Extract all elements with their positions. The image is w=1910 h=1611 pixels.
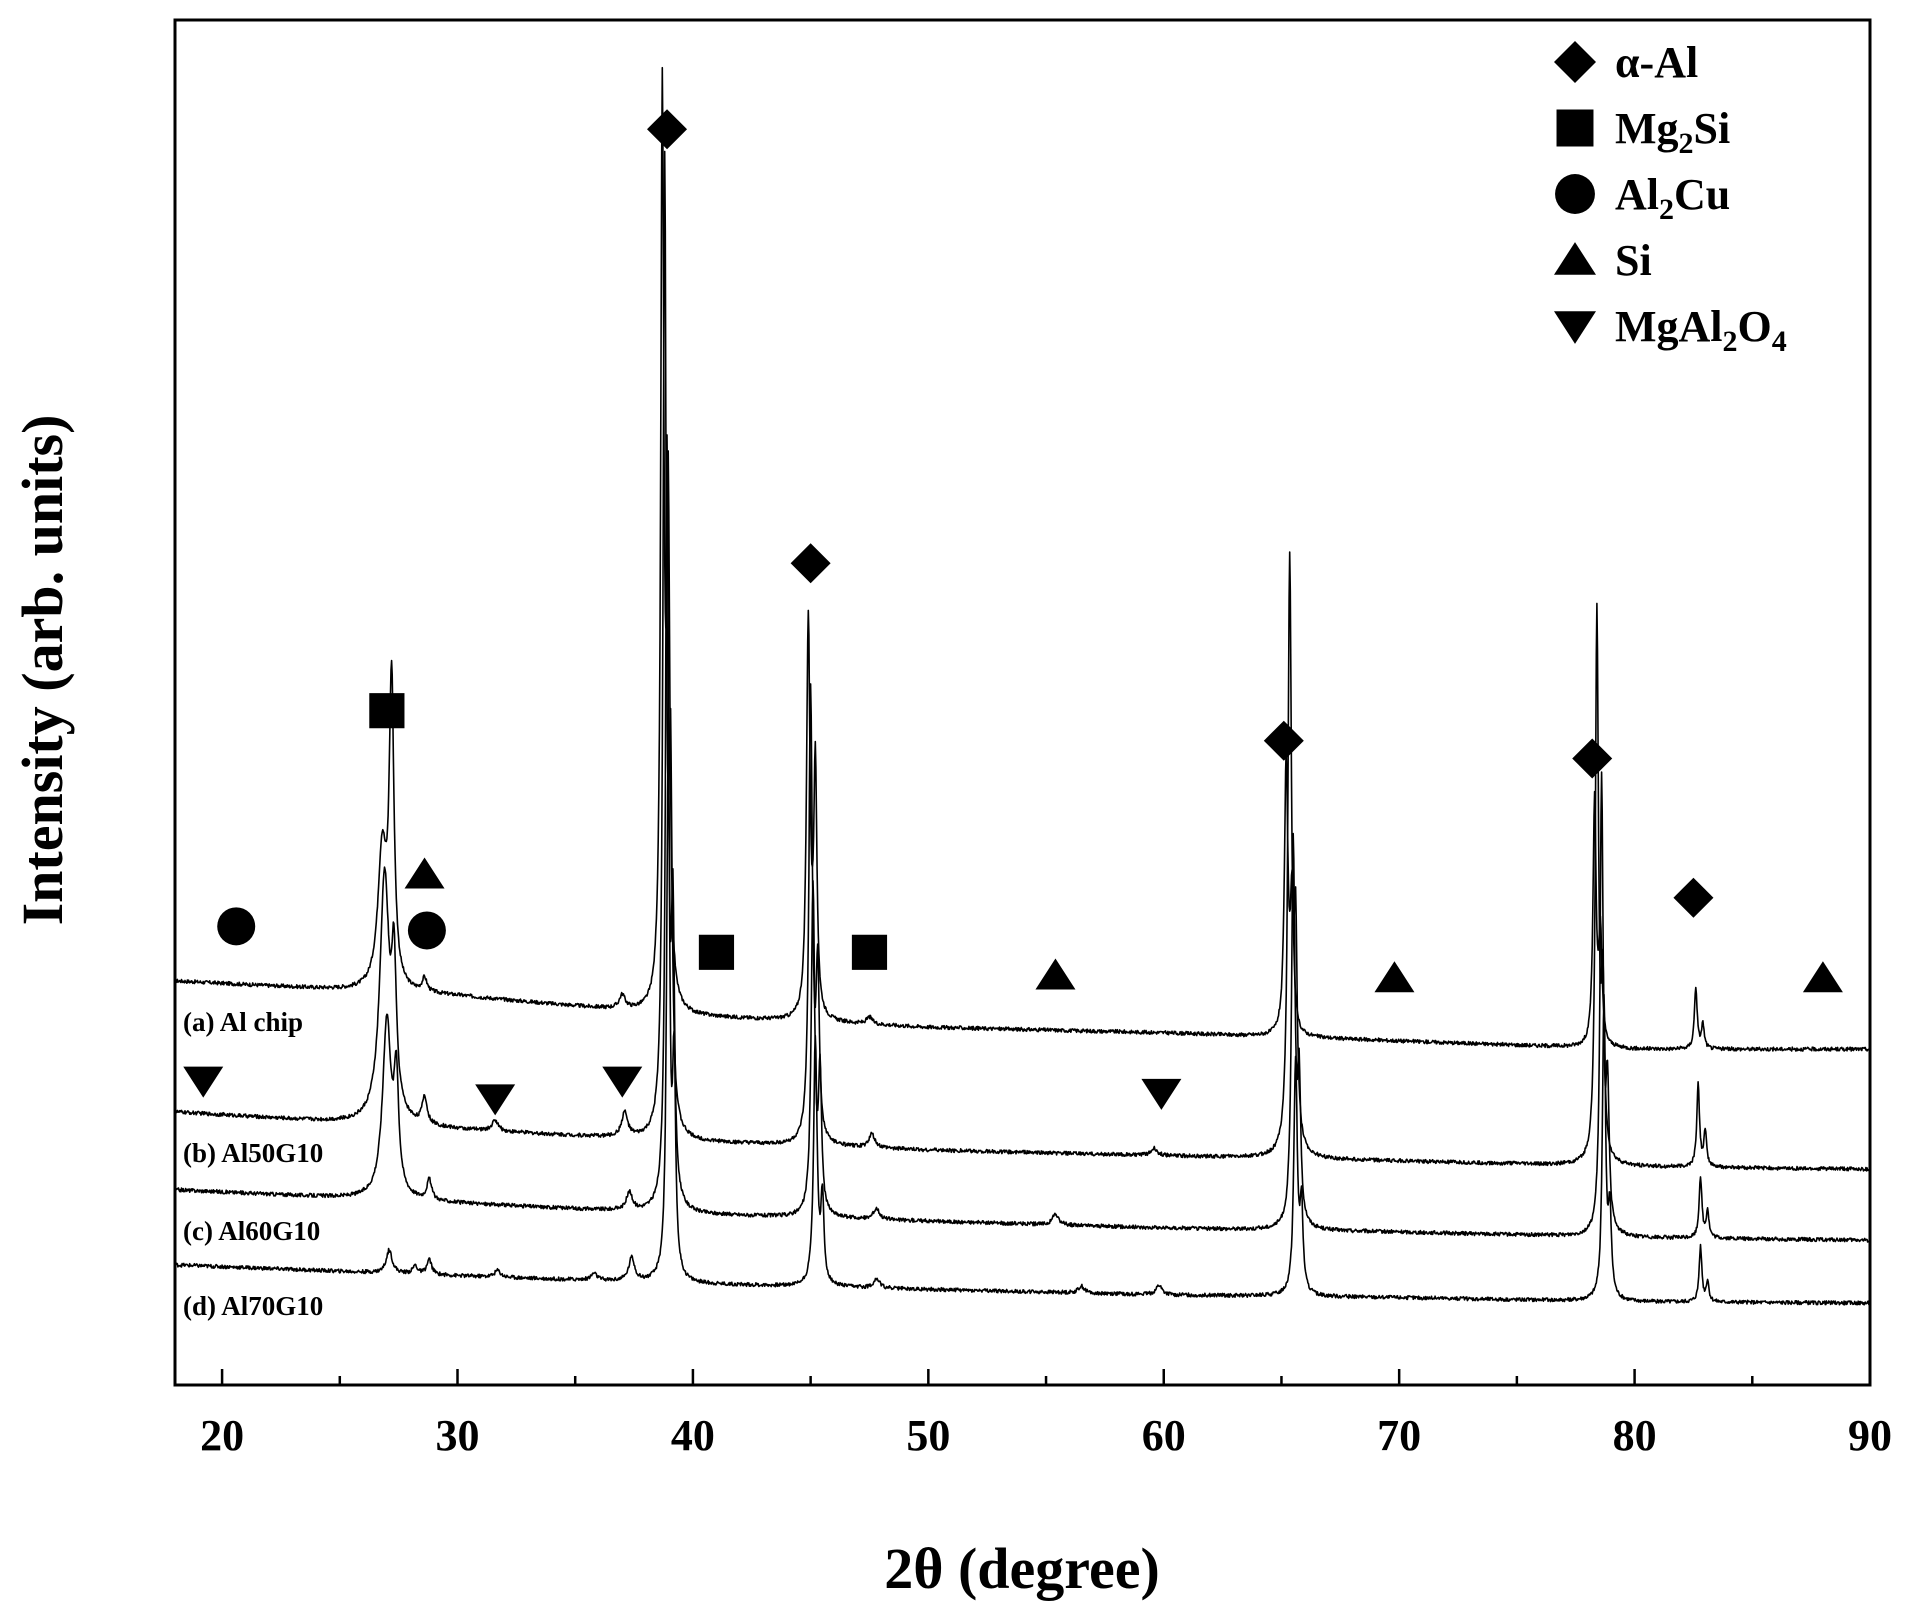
phase-marker-triangle-up [1374,961,1415,993]
phase-marker-triangle-down [183,1066,224,1098]
legend-label: Si [1615,236,1652,285]
legend-entry: MgAl2O4 [1554,302,1787,358]
legend-label-part: Al [1615,170,1659,219]
legend-entry: Al2Cu [1555,170,1730,226]
x-tick-label: 60 [1142,1411,1186,1460]
legend-label-part: Si [1615,236,1652,285]
phase-marker-square [851,934,888,970]
legend-marker-circle [1555,174,1595,214]
legend-label-subscript: 2 [1659,193,1674,226]
axes: 20 30 40 50 60 70 80 90 2θ (degree) Intensity (… [10,18,1892,1601]
phase-marker-circle [407,911,446,950]
series-line-4 [174,745,1871,1306]
legend-label-subscript: 4 [1772,325,1787,358]
x-axis-title: 2θ (degree) [884,1536,1160,1601]
y-axis-title: Intensity (arb. units) [10,415,75,926]
legend-label-part: Mg [1615,104,1679,153]
legend-label-part: α-Al [1615,38,1698,87]
legend-label-part: MgAl [1615,302,1723,351]
x-tick-label: 80 [1613,1411,1657,1460]
legend-label-part: Cu [1674,170,1730,219]
phase-marker-diamond [1263,720,1304,761]
phase-markers [183,109,1843,1116]
legend-marker-triangle-down [1554,311,1596,344]
phase-marker-diamond [1572,738,1613,779]
x-tick-label: 20 [200,1411,244,1460]
phase-marker-triangle-up [1802,961,1843,993]
legend-label: Al2Cu [1615,170,1730,226]
x-tick-label: 40 [671,1411,715,1460]
phase-marker-triangle-down [475,1084,516,1116]
phase-marker-diamond [790,543,831,584]
legend-label: Mg2Si [1615,104,1730,160]
phase-marker-square [698,934,735,970]
legend-entry: Si [1554,236,1652,285]
legend-label: MgAl2O4 [1615,302,1787,358]
sample-label: (c) Al60G10 [183,1216,320,1246]
phase-marker-triangle-up [404,857,445,889]
phase-marker-triangle-up [1035,958,1076,990]
series-line-3 [174,434,1871,1243]
sample-label: (b) Al50G10 [183,1138,323,1168]
sample-label: (a) Al chip [183,1007,303,1037]
legend-label-part: O [1738,302,1772,351]
phase-marker-triangle-down [602,1066,643,1098]
legend-marker-triangle-up [1554,242,1596,275]
phase-marker-diamond [647,109,688,150]
x-tick-label: 30 [436,1411,480,1460]
phase-marker-circle [217,907,256,946]
legend-marker-square [1556,109,1594,147]
phase-marker-square [369,693,405,729]
x-ticks [220,1369,1872,1385]
x-tick-label: 90 [1848,1411,1892,1460]
sample-labels: (a) Al chip (b) Al50G10 (c) Al60G10 (d) Al7… [183,1007,323,1321]
x-tick-label: 50 [906,1411,950,1460]
plot-frame [173,18,1872,1387]
x-tick-label: 70 [1377,1411,1421,1460]
x-tick-labels: 20 30 40 50 60 70 80 90 [200,1411,1892,1460]
series-line-1 [174,66,1871,1052]
legend-label-part: Si [1694,104,1731,153]
phase-marker-triangle-down [1141,1078,1182,1110]
legend-label-subscript: 2 [1679,127,1694,160]
legend-marker-diamond [1554,41,1596,83]
series-line-2 [174,150,1871,1172]
sample-label: (d) Al70G10 [183,1291,323,1321]
phase-marker-diamond [1673,877,1714,918]
legend-entry: α-Al [1554,38,1698,87]
legend-label: α-Al [1615,38,1698,87]
legend-entry: Mg2Si [1556,104,1730,160]
plot-lines [174,66,1871,1306]
legend-label-subscript: 2 [1723,325,1738,358]
